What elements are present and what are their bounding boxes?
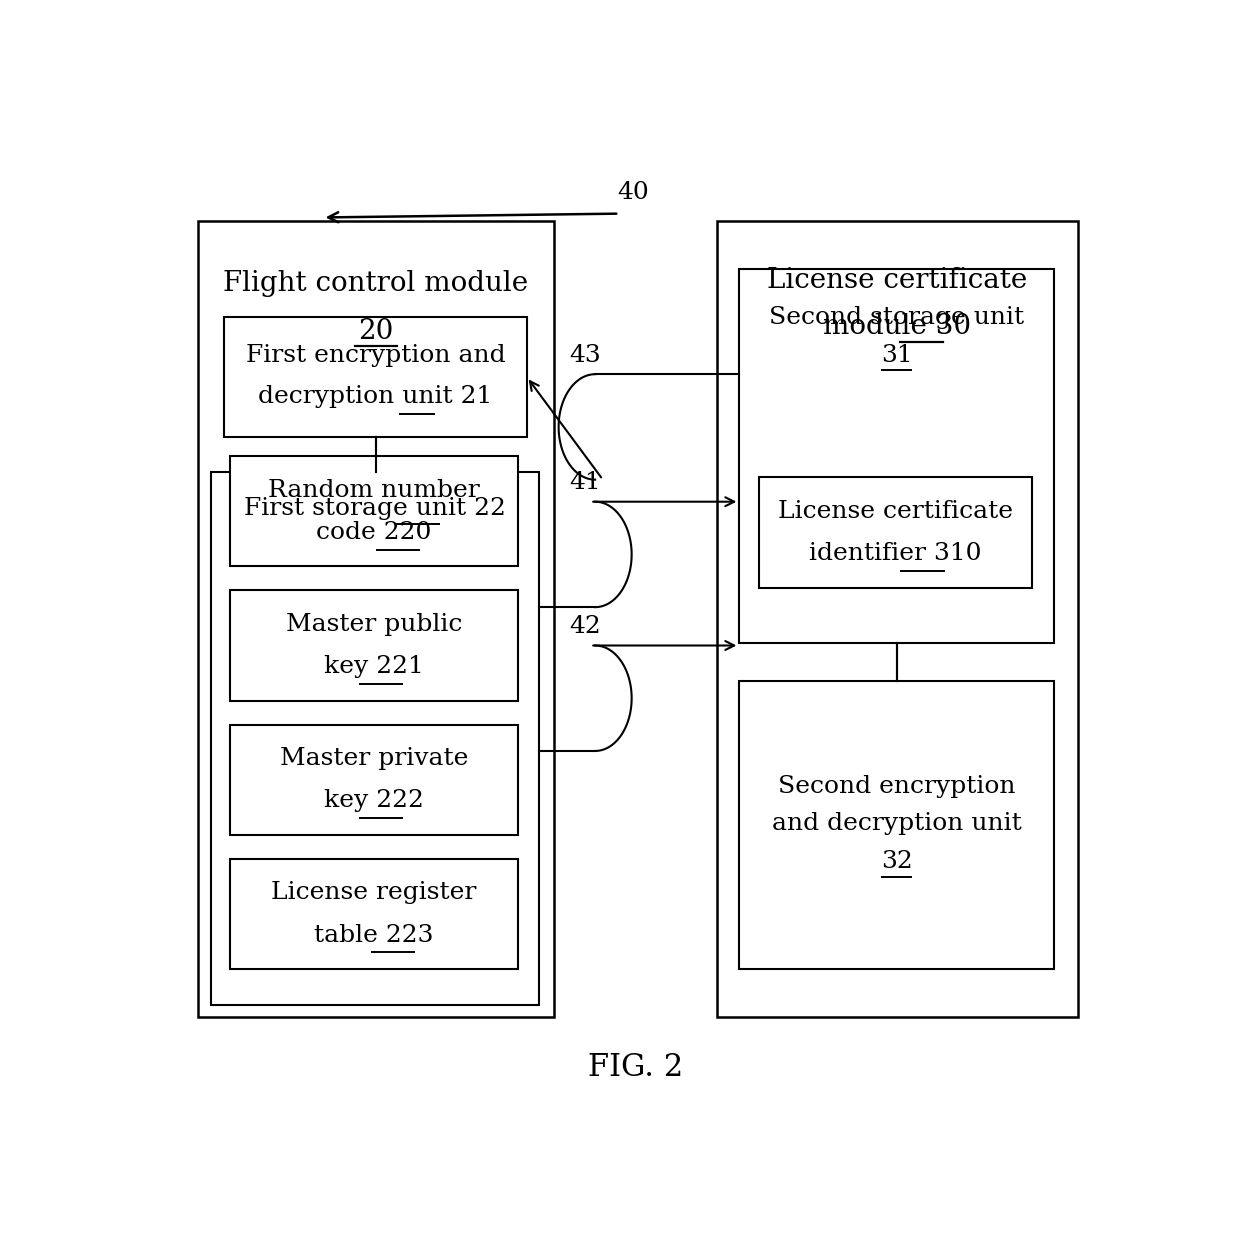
Text: Random number: Random number bbox=[268, 478, 480, 502]
Text: table 223: table 223 bbox=[315, 924, 434, 946]
Text: 20: 20 bbox=[358, 317, 394, 345]
Bar bbox=[759, 477, 1033, 588]
Bar bbox=[229, 725, 518, 835]
Text: First storage unit 22: First storage unit 22 bbox=[244, 498, 506, 520]
Text: 43: 43 bbox=[569, 344, 601, 366]
Text: 32: 32 bbox=[880, 850, 913, 873]
Text: License certificate: License certificate bbox=[777, 499, 1013, 523]
Bar bbox=[739, 681, 1054, 969]
Bar bbox=[211, 472, 539, 1005]
Text: 40: 40 bbox=[618, 181, 650, 204]
Bar bbox=[739, 269, 1054, 644]
Text: key 221: key 221 bbox=[324, 655, 424, 679]
Text: key 222: key 222 bbox=[324, 789, 424, 812]
Text: Second storage unit: Second storage unit bbox=[769, 306, 1024, 329]
Text: Master private: Master private bbox=[280, 747, 469, 771]
Bar bbox=[229, 456, 518, 566]
Text: Second encryption: Second encryption bbox=[779, 776, 1016, 798]
Bar bbox=[229, 859, 518, 969]
Text: and decryption unit: and decryption unit bbox=[773, 812, 1022, 835]
Text: First encryption and: First encryption and bbox=[246, 345, 506, 367]
Text: module 30: module 30 bbox=[823, 314, 971, 340]
Text: identifier 310: identifier 310 bbox=[810, 542, 982, 565]
Bar bbox=[717, 222, 1078, 1017]
Bar bbox=[229, 590, 518, 701]
Text: decryption unit 21: decryption unit 21 bbox=[258, 385, 492, 408]
Text: License certificate: License certificate bbox=[768, 268, 1028, 294]
Text: Master public: Master public bbox=[286, 613, 463, 636]
Text: code 220: code 220 bbox=[316, 520, 432, 544]
Text: 31: 31 bbox=[882, 344, 913, 367]
Text: Flight control module: Flight control module bbox=[223, 270, 528, 298]
Bar bbox=[198, 222, 554, 1017]
Text: 41: 41 bbox=[569, 471, 601, 494]
Text: License register: License register bbox=[272, 881, 477, 904]
Text: 42: 42 bbox=[569, 615, 601, 637]
Text: FIG. 2: FIG. 2 bbox=[588, 1052, 683, 1083]
Bar bbox=[224, 317, 527, 437]
